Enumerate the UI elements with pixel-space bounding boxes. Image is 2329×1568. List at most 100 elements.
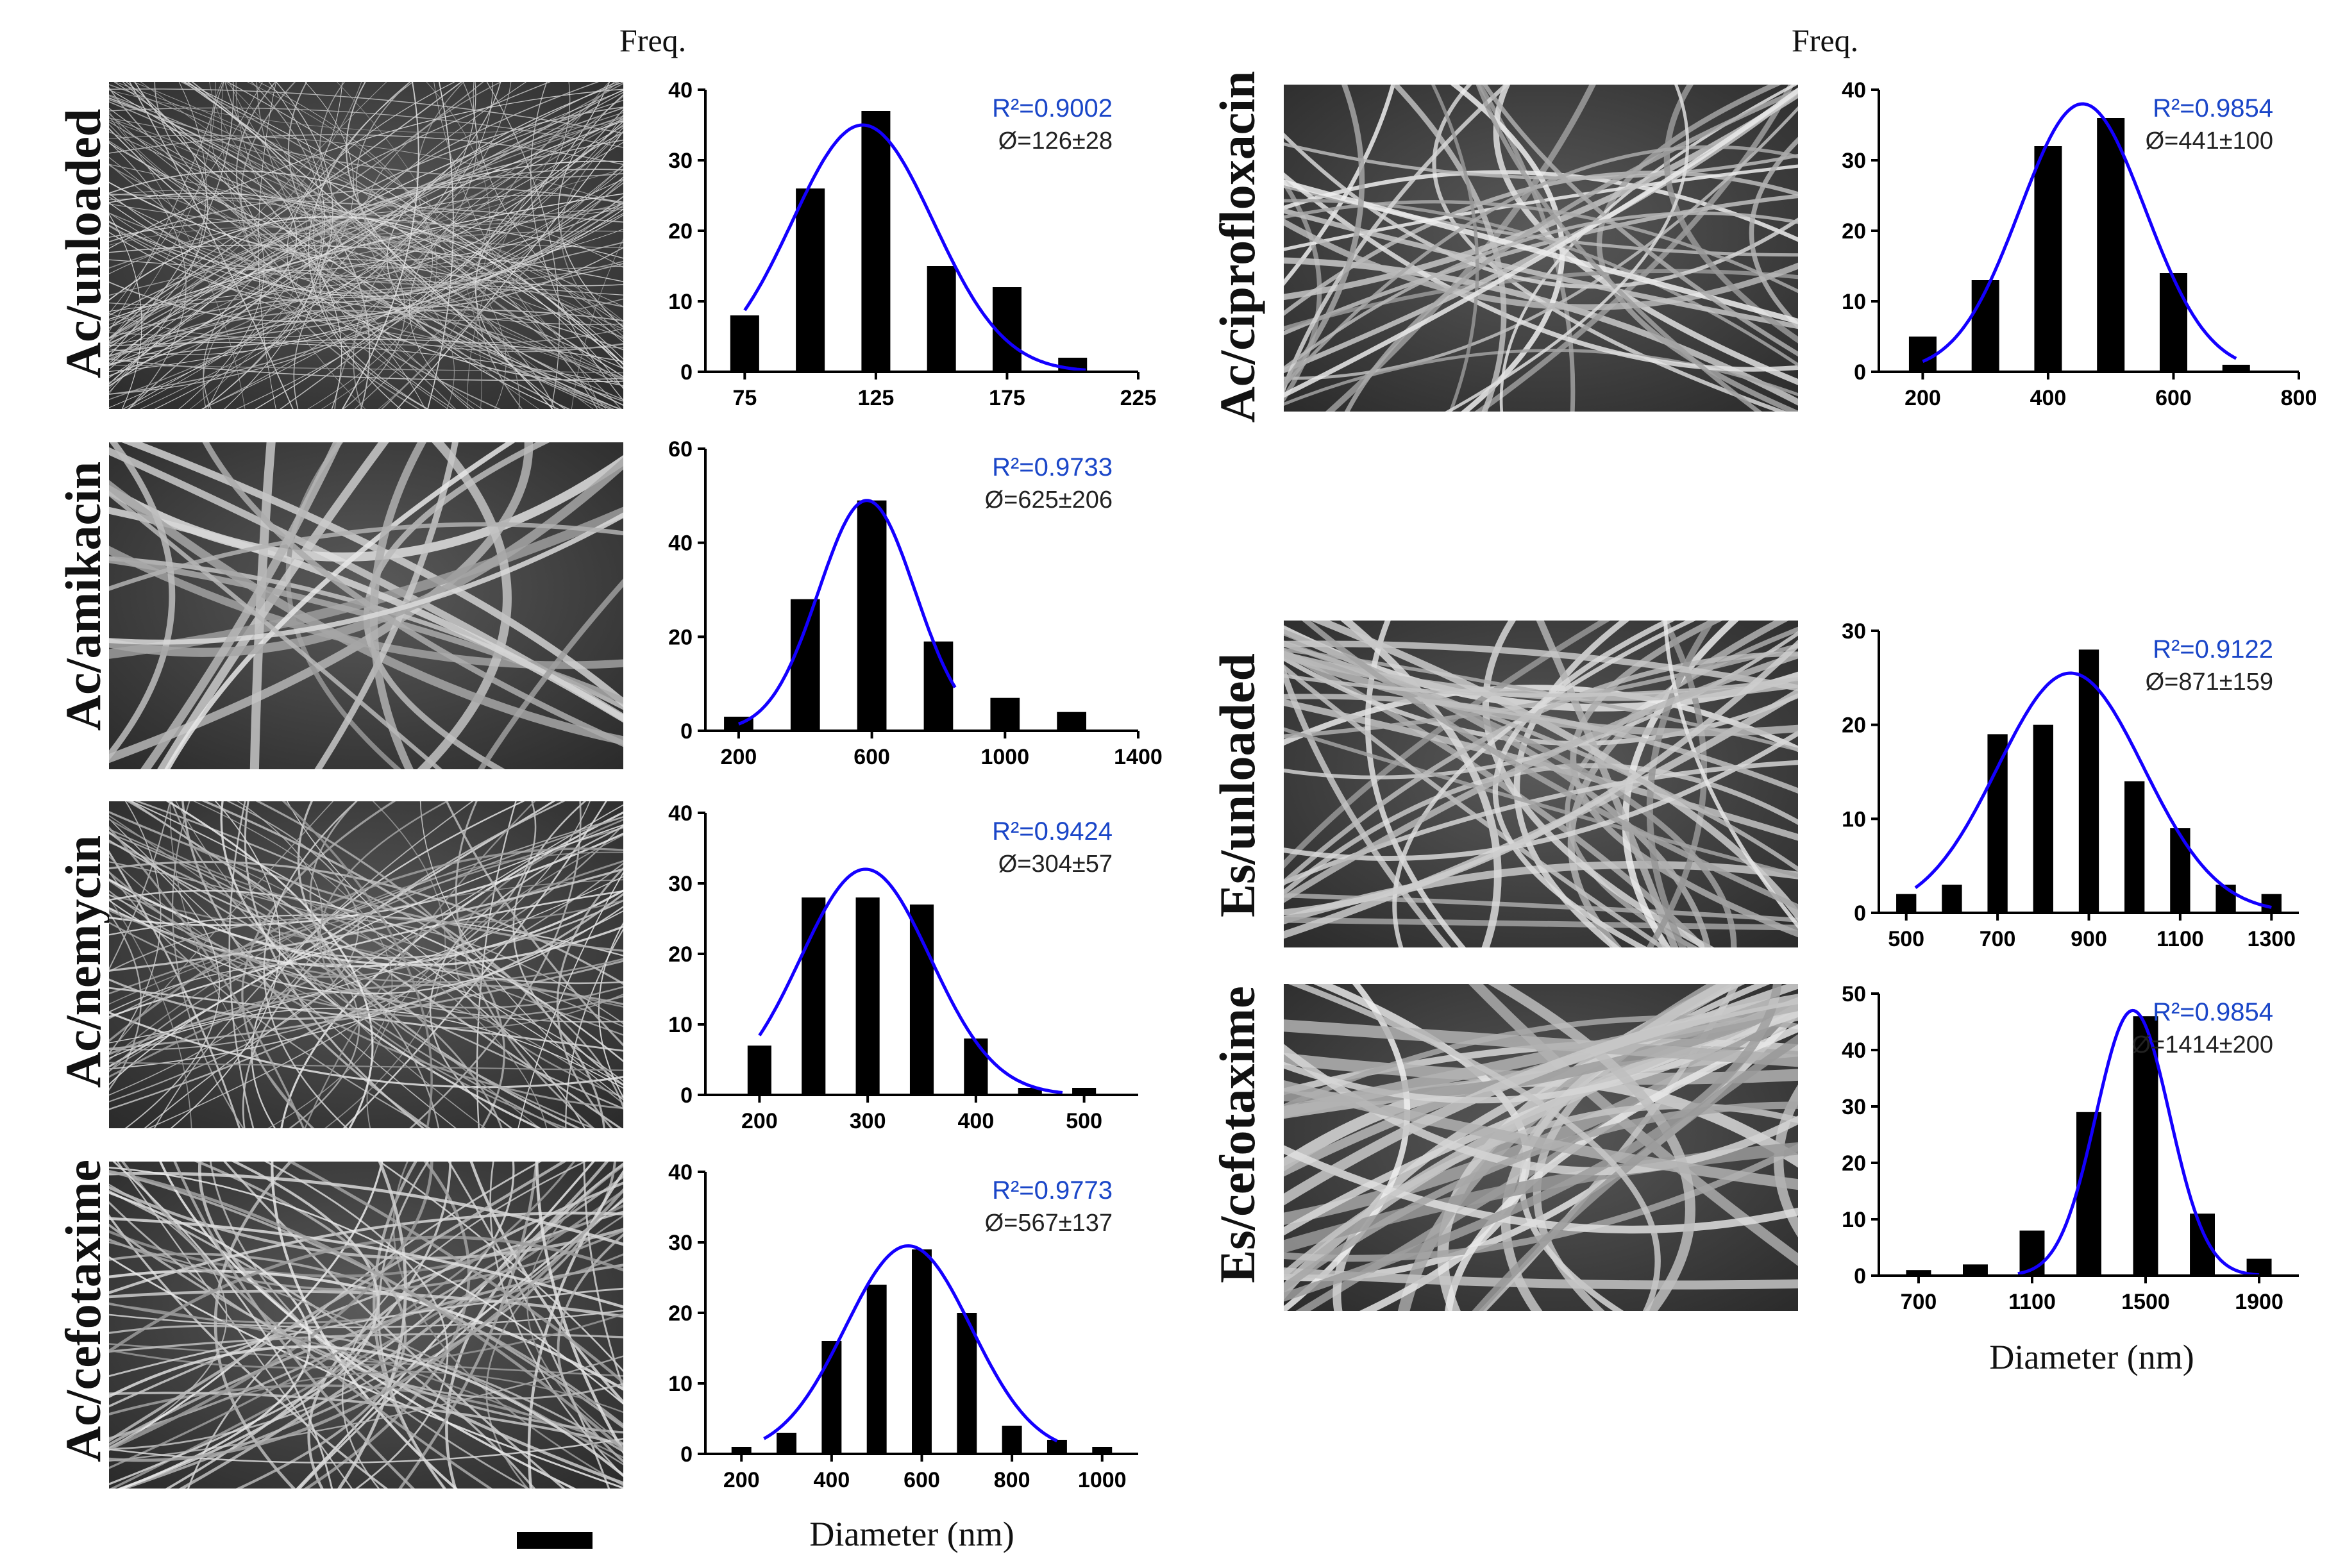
x-tick-label: 175 — [989, 386, 1025, 410]
y-tick-label: 20 — [1842, 713, 1866, 738]
gaussian-fit-curve — [2017, 1008, 2260, 1277]
bar-100 — [796, 188, 825, 372]
y-tick-label: 0 — [680, 360, 693, 385]
x-tick-label: 1900 — [2235, 1290, 2283, 1314]
bar-500 — [1072, 1088, 1097, 1095]
r-squared-annotation: R²=0.9854 — [2153, 998, 2273, 1026]
x-tick-label: 1500 — [2121, 1290, 2170, 1314]
bar-700 — [1906, 1270, 1931, 1276]
x-tick-label: 1000 — [1078, 1468, 1127, 1492]
bar-300 — [1971, 280, 1999, 372]
r-squared-annotation: R²=0.9424 — [992, 817, 1113, 846]
y-tick-label: 20 — [1842, 219, 1866, 244]
x-tick-label: 225 — [1120, 386, 1157, 410]
bar-1100 — [2170, 828, 2190, 913]
y-tick-label: 40 — [668, 531, 693, 556]
bar-900 — [2078, 649, 2099, 913]
bar-200 — [747, 1046, 771, 1095]
histogram-ac-unloaded: 0 10 20 30 40 75 125 175 225 R²=0.9002 Ø=126±28 — [668, 78, 1157, 410]
bar-400 — [2034, 146, 2062, 372]
bar-500 — [866, 1285, 887, 1454]
freq-label-right: Freq. — [1792, 22, 1859, 58]
sem-image-es-cefotaxime — [1284, 984, 1798, 1311]
diameter-annotation: Ø=441±100 — [2146, 128, 2273, 154]
y-tick-label: 10 — [1842, 807, 1866, 831]
bar-700 — [957, 1313, 977, 1454]
x-tick-label: 500 — [1066, 1109, 1102, 1133]
row-label-es-cefotaxime: Es/cefotaxime — [1209, 986, 1265, 1283]
y-tick-label: 10 — [1842, 1208, 1866, 1232]
bar-800 — [1002, 1426, 1022, 1454]
bar-1000 — [990, 697, 1020, 731]
freq-label-left: Freq. — [619, 22, 687, 58]
bar-1000 — [1092, 1447, 1113, 1454]
x-tick-label: 700 — [1901, 1290, 1937, 1314]
x-tick-label: 500 — [1888, 927, 1924, 951]
bar-150 — [927, 266, 956, 372]
bar-1300 — [2076, 1112, 2101, 1276]
r-squared-annotation: R²=0.9122 — [2153, 635, 2273, 663]
y-tick-label: 50 — [1842, 982, 1866, 1006]
x-tick-label: 400 — [958, 1109, 995, 1133]
x-tick-label: 75 — [732, 386, 757, 410]
r-squared-annotation: R²=0.9854 — [2153, 94, 2273, 122]
bars — [747, 897, 1097, 1095]
sem-image-ac-ciprofloxacin — [1284, 85, 1798, 412]
bar-1300 — [2261, 894, 2282, 913]
y-tick-label: 40 — [1842, 1038, 1866, 1063]
diameter-annotation: Ø=625±206 — [985, 487, 1113, 513]
y-tick-label: 0 — [1854, 1264, 1866, 1289]
gaussian-fit-curve — [758, 867, 1063, 1094]
gaussian-fit-curve — [743, 123, 1086, 372]
bars — [731, 1249, 1113, 1454]
bar-600 — [2159, 273, 2187, 372]
row-label-ac-cefotaxime: Ac/cefotaxime — [55, 1159, 111, 1463]
y-tick-label: 20 — [668, 625, 693, 649]
bar-900 — [1047, 1440, 1067, 1454]
y-tick-label: 0 — [680, 719, 693, 744]
y-tick-label: 20 — [668, 1301, 693, 1326]
bar-400 — [790, 599, 820, 731]
x-tick-label: 600 — [853, 745, 890, 769]
bar-900 — [1963, 1264, 1988, 1276]
bar-75 — [730, 315, 759, 372]
x-tick-label: 400 — [2030, 386, 2067, 410]
x-tick-label: 200 — [741, 1109, 778, 1133]
x-axis-title-right: Diameter (nm) — [1989, 1338, 2194, 1376]
y-tick-label: 10 — [668, 290, 693, 314]
bar-300 — [777, 1433, 797, 1454]
row-label-es-unloaded: Es/unloaded — [1209, 653, 1265, 917]
sem-image-ac-amikacin — [109, 442, 623, 769]
sem-image-ac-unloaded — [109, 82, 623, 409]
gaussian-fit-curve — [763, 1244, 1058, 1443]
y-tick-label: 40 — [1842, 78, 1866, 103]
x-tick-label: 900 — [2071, 927, 2107, 951]
gaussian-fit-curve — [1922, 102, 2237, 363]
y-tick-label: 40 — [668, 801, 693, 826]
y-tick-label: 30 — [1842, 619, 1866, 644]
gaussian-fit-curve — [1914, 671, 2272, 909]
sem-image-ac-cefotaxime — [109, 1162, 623, 1489]
y-tick-label: 10 — [668, 1372, 693, 1396]
bar-300 — [855, 897, 880, 1095]
y-tick-label: 30 — [668, 149, 693, 173]
diameter-annotation: Ø=1414±200 — [2131, 1031, 2273, 1058]
bar-1500 — [2133, 1016, 2158, 1276]
x-tick-label: 1100 — [2157, 927, 2204, 951]
bars — [1908, 118, 2250, 372]
row-label-ac-unloaded: Ac/unloaded — [55, 108, 111, 379]
x-tick-label: 1400 — [1114, 745, 1163, 769]
sem-image-ac-nemycin — [109, 801, 623, 1128]
x-tick-label: 1000 — [980, 745, 1029, 769]
x-tick-label: 800 — [2281, 386, 2317, 410]
x-axis-title-left: Diameter (nm) — [809, 1515, 1014, 1553]
x-tick-label: 400 — [814, 1468, 850, 1492]
y-tick-label: 20 — [668, 942, 693, 967]
x-tick-label: 600 — [2155, 386, 2192, 410]
r-squared-annotation: R²=0.9002 — [992, 94, 1113, 122]
bar-700 — [1987, 734, 2008, 913]
x-tick-label: 125 — [858, 386, 895, 410]
y-tick-label: 60 — [668, 437, 693, 462]
diameter-annotation: Ø=126±28 — [998, 128, 1113, 154]
x-tick-label: 800 — [994, 1468, 1030, 1492]
